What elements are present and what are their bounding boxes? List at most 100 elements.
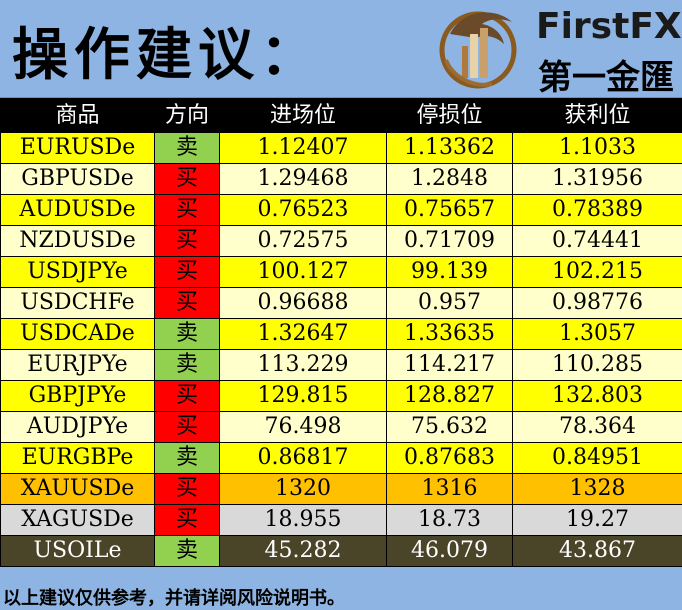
header-banner: 操作建议： FirstFX 第一金匯 — [0, 0, 682, 98]
cell-take-profit: 132.803 — [513, 381, 682, 412]
cell-direction: 买 — [155, 381, 220, 412]
cell-entry-price: 0.76523 — [220, 195, 387, 226]
cell-direction: 买 — [155, 195, 220, 226]
cell-symbol: USOILe — [1, 536, 155, 567]
cell-symbol: AUDUSDe — [1, 195, 155, 226]
cell-take-profit: 1.31956 — [513, 164, 682, 195]
cell-entry-price: 76.498 — [220, 412, 387, 443]
cell-take-profit: 78.364 — [513, 412, 682, 443]
column-header-symbol: 商品 — [1, 99, 155, 133]
cell-symbol: XAUUSDe — [1, 474, 155, 505]
cell-symbol: AUDJPYe — [1, 412, 155, 443]
brand-name-english: FirstFX — [536, 6, 682, 47]
cell-take-profit: 0.84951 — [513, 443, 682, 474]
cell-entry-price: 45.282 — [220, 536, 387, 567]
cell-stop-loss: 0.957 — [387, 288, 513, 319]
cell-take-profit: 1328 — [513, 474, 682, 505]
cell-symbol: USDCADe — [1, 319, 155, 350]
cell-stop-loss: 0.75657 — [387, 195, 513, 226]
page-title: 操作建议： — [12, 10, 322, 91]
cell-direction: 卖 — [155, 443, 220, 474]
cell-stop-loss: 18.73 — [387, 505, 513, 536]
cell-stop-loss: 1.13362 — [387, 133, 513, 164]
column-header-direction: 方向 — [155, 99, 220, 133]
cell-symbol: EURGBPe — [1, 443, 155, 474]
cell-entry-price: 0.96688 — [220, 288, 387, 319]
cell-symbol: USDCHFe — [1, 288, 155, 319]
brand-name-chinese: 第一金匯 — [538, 50, 674, 99]
cell-take-profit: 1.3057 — [513, 319, 682, 350]
column-header-entry: 进场位 — [220, 99, 387, 133]
cell-stop-loss: 114.217 — [387, 350, 513, 381]
cell-direction: 买 — [155, 257, 220, 288]
cell-take-profit: 102.215 — [513, 257, 682, 288]
cell-entry-price: 1.32647 — [220, 319, 387, 350]
dragon-emblem-icon — [432, 4, 524, 94]
cell-entry-price: 129.815 — [220, 381, 387, 412]
footer-bar: 以上建议仅供参考，并请详阅风险说明书。 — [0, 583, 682, 607]
cell-direction: 买 — [155, 505, 220, 536]
cell-symbol: EURUSDe — [1, 133, 155, 164]
cell-take-profit: 1.1033 — [513, 133, 682, 164]
column-header-stop-loss: 停损位 — [387, 99, 513, 133]
column-header-take-profit: 获利位 — [513, 99, 682, 133]
cell-take-profit: 0.98776 — [513, 288, 682, 319]
cell-direction: 卖 — [155, 350, 220, 381]
cell-direction: 卖 — [155, 133, 220, 164]
cell-entry-price: 18.955 — [220, 505, 387, 536]
table-header-row: 商品 方向 进场位 停损位 获利位 — [1, 99, 682, 133]
cell-stop-loss: 75.632 — [387, 412, 513, 443]
cell-symbol: USDJPYe — [1, 257, 155, 288]
cell-direction: 买 — [155, 164, 220, 195]
cell-entry-price: 0.86817 — [220, 443, 387, 474]
cell-stop-loss: 1316 — [387, 474, 513, 505]
cell-symbol: XAGUSDe — [1, 505, 155, 536]
cell-take-profit: 110.285 — [513, 350, 682, 381]
cell-take-profit: 43.867 — [513, 536, 682, 567]
cell-stop-loss: 1.33635 — [387, 319, 513, 350]
cell-take-profit: 19.27 — [513, 505, 682, 536]
cell-take-profit: 0.78389 — [513, 195, 682, 226]
cell-entry-price: 0.72575 — [220, 226, 387, 257]
cell-symbol: GBPJPYe — [1, 381, 155, 412]
cell-entry-price: 100.127 — [220, 257, 387, 288]
cell-direction: 买 — [155, 288, 220, 319]
cell-direction: 买 — [155, 412, 220, 443]
cell-symbol: EURJPYe — [1, 350, 155, 381]
cell-entry-price: 113.229 — [220, 350, 387, 381]
cell-take-profit: 0.74441 — [513, 226, 682, 257]
cell-stop-loss: 1.2848 — [387, 164, 513, 195]
cell-entry-price: 1.12407 — [220, 133, 387, 164]
cell-stop-loss: 128.827 — [387, 381, 513, 412]
risk-disclaimer: 以上建议仅供参考，并请详阅风险说明书。 — [3, 584, 345, 610]
cell-stop-loss: 0.87683 — [387, 443, 513, 474]
cell-entry-price: 1320 — [220, 474, 387, 505]
cell-symbol: GBPUSDe — [1, 164, 155, 195]
cell-direction: 买 — [155, 474, 220, 505]
cell-symbol: NZDUSDe — [1, 226, 155, 257]
cell-direction: 卖 — [155, 536, 220, 567]
cell-direction: 买 — [155, 226, 220, 257]
cell-stop-loss: 46.079 — [387, 536, 513, 567]
cell-direction: 卖 — [155, 319, 220, 350]
cell-stop-loss: 0.71709 — [387, 226, 513, 257]
cell-stop-loss: 99.139 — [387, 257, 513, 288]
cell-entry-price: 1.29468 — [220, 164, 387, 195]
